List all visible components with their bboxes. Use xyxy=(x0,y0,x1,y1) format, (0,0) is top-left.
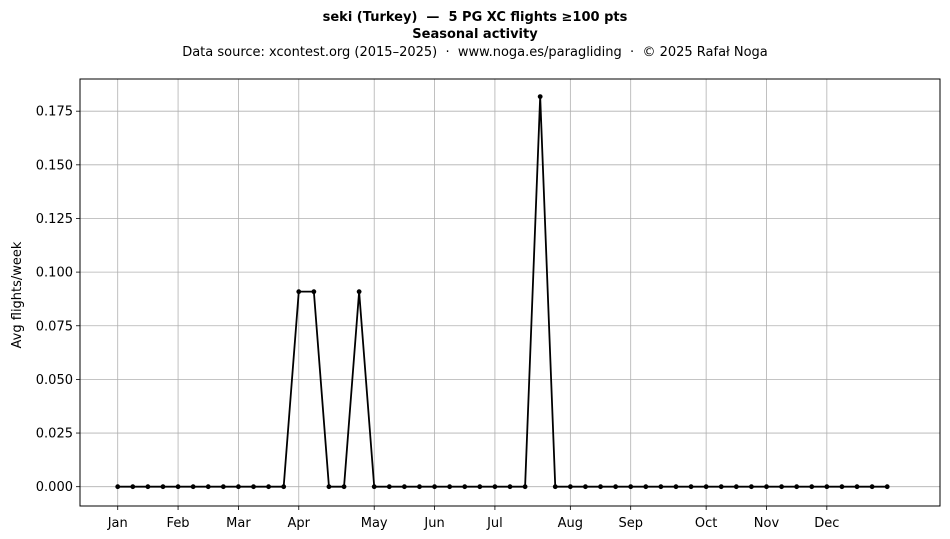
data-point xyxy=(401,484,407,490)
x-tick-label: Jan xyxy=(107,516,128,531)
data-point xyxy=(703,484,709,490)
x-tick-label: Sep xyxy=(618,516,643,531)
chart-title: seki (Turkey) — 5 PG XC flights ≥100 pts xyxy=(322,10,628,25)
data-point xyxy=(567,484,573,490)
data-point xyxy=(296,289,302,295)
grid-lines xyxy=(80,79,940,506)
data-point xyxy=(356,289,362,295)
x-tick-label: Mar xyxy=(226,516,251,531)
y-tick-label: 0.175 xyxy=(36,105,73,120)
data-point xyxy=(884,484,890,490)
data-point xyxy=(115,484,121,490)
data-point xyxy=(205,484,211,490)
chart-subtitle: Data source: xcontest.org (2015–2025) · … xyxy=(182,45,768,60)
data-point xyxy=(507,484,513,490)
data-point xyxy=(432,484,437,490)
data-point xyxy=(251,484,256,490)
data-point xyxy=(733,484,739,490)
chart-title-secondary: Seasonal activity xyxy=(412,27,538,42)
data-point xyxy=(718,484,724,490)
data-point xyxy=(220,484,226,490)
y-tick-label: 0.100 xyxy=(36,266,73,281)
data-point xyxy=(311,289,317,295)
series-group xyxy=(115,94,890,490)
data-point xyxy=(266,484,271,490)
data-point xyxy=(281,484,287,490)
data-point xyxy=(537,94,543,99)
data-point xyxy=(492,484,498,490)
data-point xyxy=(145,484,151,490)
x-axis: Jan Feb Mar Apr May Jun Jul Aug Sep Oct Nov Dec xyxy=(107,506,839,531)
y-axis: 0.000 0.025 0.050 0.075 0.100 0.125 0.150 0.175 xyxy=(36,105,80,495)
chart-titles: seki (Turkey) — 5 PG XC flights ≥100 pts… xyxy=(0,0,950,62)
data-point xyxy=(462,484,468,490)
data-point xyxy=(779,484,784,490)
data-point xyxy=(749,484,754,490)
y-tick-label: 0.050 xyxy=(36,373,73,388)
data-point xyxy=(673,484,679,490)
data-point xyxy=(628,484,634,490)
data-point xyxy=(371,484,377,490)
y-tick-label: 0.025 xyxy=(36,427,73,442)
x-tick-label: Dec xyxy=(814,516,839,531)
data-point xyxy=(447,484,453,490)
y-tick-label: 0.000 xyxy=(36,480,73,495)
y-axis-label: Avg flights/week xyxy=(10,241,25,348)
data-point xyxy=(190,484,196,490)
data-point xyxy=(236,484,241,490)
x-tick-label: Nov xyxy=(754,516,780,531)
y-tick-label: 0.075 xyxy=(36,319,73,334)
data-point xyxy=(613,484,619,490)
x-tick-label: Aug xyxy=(558,516,583,531)
data-point xyxy=(643,484,649,490)
data-point xyxy=(160,484,166,490)
series-line xyxy=(117,95,888,488)
data-point xyxy=(583,484,588,490)
x-tick-label: Oct xyxy=(695,516,717,531)
data-point xyxy=(764,484,769,490)
data-point xyxy=(341,484,347,490)
plot-frame xyxy=(79,78,941,507)
x-tick-label: Jun xyxy=(423,516,444,531)
data-point xyxy=(658,484,664,490)
data-point xyxy=(839,484,845,490)
data-point xyxy=(824,484,830,490)
x-tick-label: Feb xyxy=(167,516,190,531)
data-point xyxy=(326,484,332,490)
x-tick-label: Apr xyxy=(288,516,311,531)
data-point xyxy=(809,484,815,490)
data-point xyxy=(417,484,422,490)
y-tick-label: 0.150 xyxy=(36,158,73,173)
data-point xyxy=(386,484,392,490)
data-point xyxy=(869,484,875,490)
data-point xyxy=(598,484,603,490)
x-tick-label: Jul xyxy=(486,516,503,531)
data-point xyxy=(794,484,800,490)
data-point xyxy=(130,484,136,490)
data-point xyxy=(175,484,181,490)
data-point xyxy=(688,484,694,490)
data-point xyxy=(552,484,558,490)
data-point xyxy=(522,484,528,490)
data-point xyxy=(854,484,860,490)
data-point xyxy=(477,484,483,490)
x-tick-label: May xyxy=(361,516,388,531)
y-tick-label: 0.125 xyxy=(36,212,73,227)
